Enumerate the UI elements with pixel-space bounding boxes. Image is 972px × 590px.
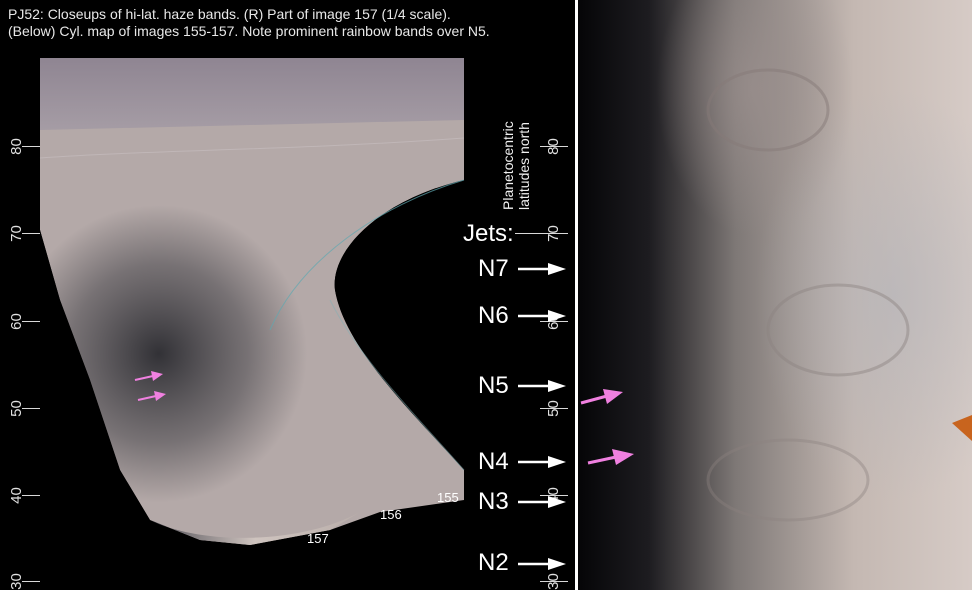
left-lat-tick [22, 408, 40, 409]
left-lat-tick [22, 495, 40, 496]
center-lat-tick [515, 233, 568, 234]
caption-line-1: PJ52: Closeups of hi-lat. haze bands. (R… [8, 6, 451, 22]
pink-arrow-icon [580, 389, 623, 405]
jet-arrow-icon [518, 380, 566, 392]
panel-divider [575, 0, 578, 590]
pink-arrow-icon [137, 391, 166, 401]
center-lat-tick [540, 495, 568, 496]
axis-title: Planetocentric latitudes north [500, 121, 532, 210]
jet-label-n4: N4 [478, 448, 509, 475]
orange-arrow-icon [952, 415, 972, 441]
jet-arrow-icon [518, 263, 566, 275]
jet-arrow-icon [518, 456, 566, 468]
jet-label-n5: N5 [478, 372, 509, 399]
jet-label-n7: N7 [478, 255, 509, 282]
left-lat-tick [22, 146, 40, 147]
left-lat-tick [22, 321, 40, 322]
center-lat-tick [540, 408, 568, 409]
pink-arrow-icon [587, 449, 634, 465]
center-lat-tick [540, 146, 568, 147]
jet-label-n3: N3 [478, 488, 509, 515]
left-lat-tick [22, 233, 40, 234]
center-lat-tick [540, 321, 568, 322]
image-label-157: 157 [307, 531, 329, 546]
pink-arrow-icon [134, 371, 163, 381]
jet-arrow-icon [518, 310, 566, 322]
jet-arrow-icon [518, 558, 566, 570]
center-lat-tick [540, 581, 568, 582]
left-lat-tick [22, 581, 40, 582]
image-label-155: 155 [437, 490, 459, 505]
jet-arrow-icon [518, 496, 566, 508]
cylindrical-map [39, 58, 465, 545]
jets-title: Jets: [463, 220, 514, 247]
axis-title-line-2: latitudes north [516, 122, 532, 210]
image-157-closeup [578, 0, 972, 590]
caption-line-2: (Below) Cyl. map of images 155-157. Note… [8, 23, 490, 39]
axis-title-line-1: Planetocentric [500, 121, 516, 210]
jet-label-n6: N6 [478, 302, 509, 329]
image-label-156: 156 [380, 507, 402, 522]
jet-label-n2: N2 [478, 549, 509, 576]
